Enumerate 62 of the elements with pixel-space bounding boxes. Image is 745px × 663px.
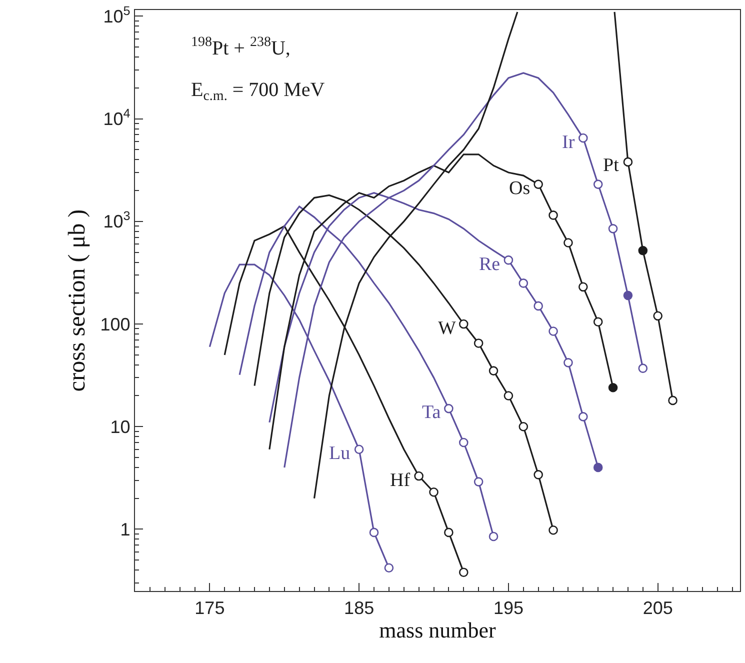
series-label: Lu (329, 443, 351, 464)
point (458, 319, 468, 329)
y-tick-label: 10 (110, 416, 130, 437)
point (474, 338, 484, 348)
annotation: $^{198}$Pt + $^{238}$U, (191, 35, 290, 60)
series-label: W (438, 318, 456, 339)
x-axis-title: mass number (379, 618, 497, 643)
y-tick-label: 10$^{4}$ (103, 106, 130, 130)
y-tick-label: 100 (100, 314, 130, 334)
point (638, 364, 648, 373)
point (444, 528, 454, 538)
x-tick-label: 175 (194, 598, 225, 618)
point (534, 301, 543, 311)
point (384, 563, 394, 573)
point (564, 238, 573, 248)
point (518, 422, 528, 432)
point (593, 462, 603, 472)
point (444, 404, 454, 414)
point (369, 528, 379, 538)
x-tick-label: 205 (642, 598, 673, 618)
point (608, 382, 618, 392)
point (518, 278, 528, 288)
series-label: Pt (603, 155, 620, 176)
y-tick-label: 10$^{5}$ (103, 4, 130, 27)
x-tick-label: 185 (344, 598, 374, 618)
y-tick-label: 1 (120, 520, 130, 540)
point (458, 438, 468, 448)
point (474, 477, 484, 486)
point (548, 326, 558, 336)
point (578, 282, 588, 292)
annotation: E$_{c.m.}$ = 700 MeV (191, 79, 326, 104)
point (638, 246, 648, 256)
point (488, 532, 498, 542)
point (488, 366, 498, 376)
point (548, 210, 558, 220)
point (534, 470, 543, 480)
point (564, 358, 573, 368)
series-label: Ta (422, 402, 442, 423)
series-label: Os (509, 178, 530, 199)
point (578, 133, 588, 143)
point (414, 471, 424, 481)
y-axis-title: cross section ( μb ) (64, 209, 90, 392)
series-label: Hf (390, 470, 411, 491)
point (623, 157, 633, 167)
point (668, 396, 678, 406)
x-tick-label: 195 (493, 598, 524, 618)
point (578, 412, 588, 422)
point (504, 391, 514, 400)
point (593, 317, 603, 326)
point (548, 525, 558, 535)
point (593, 180, 603, 189)
point (458, 568, 468, 577)
point (534, 180, 543, 189)
point (623, 290, 633, 300)
point (354, 444, 364, 454)
y-tick-label: 10$^{3}$ (103, 209, 130, 232)
series-label: Re (479, 254, 500, 275)
point (653, 311, 662, 321)
point (608, 224, 618, 234)
point (429, 487, 438, 497)
series-label: Ir (562, 132, 576, 153)
point (504, 255, 514, 265)
